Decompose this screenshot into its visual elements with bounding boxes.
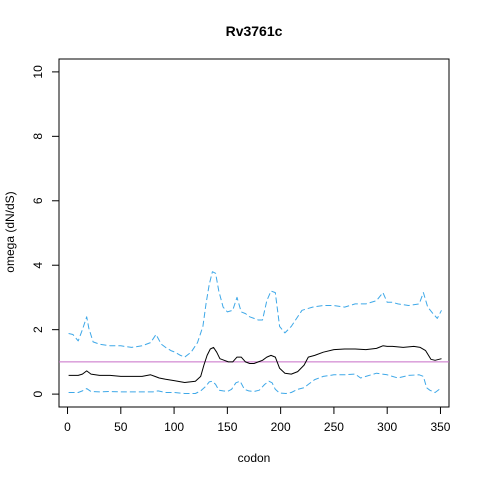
chart-title: Rv3761c bbox=[226, 23, 283, 39]
x-tick-label: 200 bbox=[271, 420, 291, 434]
y-tick-label: 2 bbox=[31, 326, 45, 333]
series-line-mean bbox=[68, 345, 442, 383]
x-tick-label: 300 bbox=[377, 420, 397, 434]
y-tick-label: 6 bbox=[31, 197, 45, 204]
x-axis-label: codon bbox=[238, 451, 271, 465]
y-tick-label: 0 bbox=[31, 390, 45, 397]
x-tick-label: 100 bbox=[164, 420, 184, 434]
x-axis: 0 50 100 150 200 250 300 350 bbox=[64, 406, 451, 434]
y-tick-label: 10 bbox=[31, 65, 45, 79]
x-tick-label: 350 bbox=[430, 420, 450, 434]
series-line-lower bbox=[68, 372, 442, 394]
y-tick-label: 4 bbox=[31, 262, 45, 269]
y-axis-label: omega (dN/dS) bbox=[3, 191, 17, 272]
y-tick-label: 8 bbox=[31, 133, 45, 140]
x-tick-label: 0 bbox=[64, 420, 71, 434]
series-line-upper bbox=[68, 271, 442, 358]
x-tick-label: 150 bbox=[217, 420, 237, 434]
y-axis: 0 2 4 6 8 10 bbox=[31, 65, 60, 397]
x-tick-label: 250 bbox=[324, 420, 344, 434]
x-tick-label: 50 bbox=[114, 420, 128, 434]
plot-area bbox=[59, 271, 449, 394]
